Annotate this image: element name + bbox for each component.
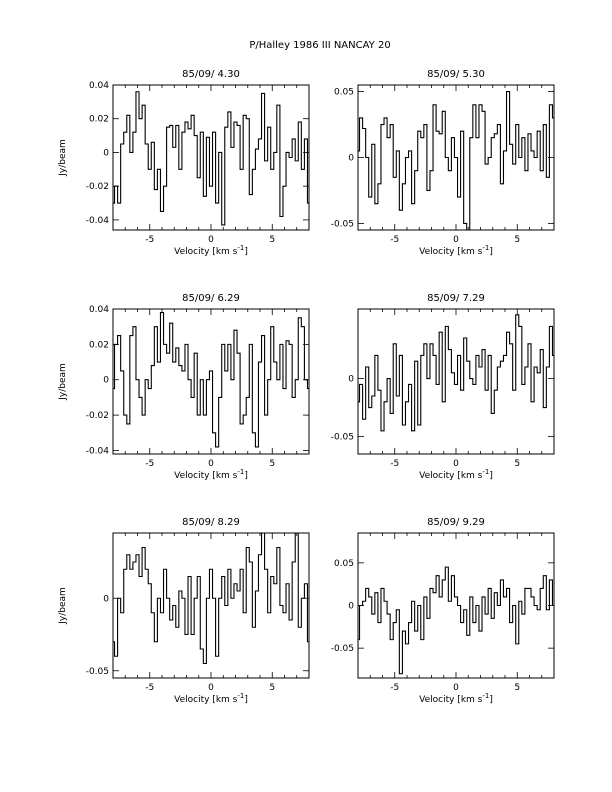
y-tick-label: 0 bbox=[103, 594, 109, 604]
x-tick-label: 0 bbox=[208, 459, 214, 469]
x-tick-label: -5 bbox=[145, 235, 154, 245]
spectrum-line bbox=[358, 314, 554, 432]
x-axis-label-text: Velocity [km s bbox=[419, 247, 483, 257]
spectrum-line bbox=[358, 91, 554, 231]
x-axis-label-exponent: -1 bbox=[482, 468, 489, 476]
x-axis-label-text: Velocity [km s bbox=[419, 471, 483, 481]
x-axis-label-close: ] bbox=[489, 247, 493, 257]
y-tick-label: 0.02 bbox=[89, 340, 109, 350]
x-tick-label: 5 bbox=[269, 683, 275, 693]
y-tick-label: 0.02 bbox=[89, 115, 109, 125]
y-tick-label: 0 bbox=[348, 154, 354, 164]
spectrum-line bbox=[113, 311, 309, 448]
x-axis-label: Velocity [km s-1] bbox=[174, 468, 248, 481]
spectrum-panel: 85/09/ 6.29 -5 0 5 -0.04 -0.02 0 0.02 0.04 Veloci… bbox=[58, 293, 310, 481]
y-tick-label: 0 bbox=[103, 148, 109, 158]
y-tick-label: -0.05 bbox=[331, 433, 354, 443]
spectrum-line bbox=[113, 532, 309, 665]
y-axis-label: Jy/beam bbox=[58, 363, 68, 401]
x-tick-label: 0 bbox=[453, 235, 459, 245]
spectrum-panel: 85/09/ 9.29 -5 0 5 -0.05 0 0.05 Velocity [km s-… bbox=[331, 517, 555, 705]
spectrum-panel: 85/09/ 4.30 -5 0 5 -0.04 -0.02 0 0.02 0.04 Veloci… bbox=[58, 69, 310, 257]
spectrum-line bbox=[358, 566, 554, 675]
y-tick-label: -0.05 bbox=[331, 219, 354, 229]
panel-title: 85/09/ 4.30 bbox=[182, 69, 240, 80]
x-axis-label-text: Velocity [km s bbox=[174, 247, 238, 257]
y-tick-label: -0.05 bbox=[331, 644, 354, 654]
y-tick-label: 0 bbox=[348, 375, 354, 385]
y-tick-label: -0.02 bbox=[86, 182, 109, 192]
x-tick-label: 5 bbox=[514, 235, 520, 245]
x-axis-label-close: ] bbox=[244, 695, 248, 705]
x-tick-label: -5 bbox=[390, 235, 399, 245]
panel-title: 85/09/ 8.29 bbox=[182, 517, 240, 528]
x-tick-label: -5 bbox=[390, 683, 399, 693]
y-tick-label: 0 bbox=[348, 602, 354, 612]
figure-title: P/Halley 1986 III NANCAY 20 bbox=[249, 40, 390, 51]
x-tick-label: 0 bbox=[453, 683, 459, 693]
x-axis-label-close: ] bbox=[489, 695, 493, 705]
x-axis-label-exponent: -1 bbox=[482, 692, 489, 700]
panel-title: 85/09/ 6.29 bbox=[182, 293, 240, 304]
spectrum-line bbox=[113, 91, 309, 226]
x-axis-label-exponent: -1 bbox=[482, 244, 489, 252]
plot-frame bbox=[112, 308, 310, 455]
panel-title: 85/09/ 9.29 bbox=[427, 517, 485, 528]
y-tick-label: 0.05 bbox=[334, 88, 354, 98]
x-axis-label: Velocity [km s-1] bbox=[419, 692, 493, 705]
x-tick-label: 5 bbox=[514, 683, 520, 693]
x-axis-label-exponent: -1 bbox=[237, 468, 244, 476]
x-tick-label: 0 bbox=[208, 235, 214, 245]
x-tick-label: 0 bbox=[453, 459, 459, 469]
y-tick-label: -0.04 bbox=[86, 216, 110, 226]
x-axis-label-text: Velocity [km s bbox=[174, 695, 238, 705]
y-tick-label: -0.04 bbox=[86, 446, 110, 456]
y-tick-label: 0.04 bbox=[89, 305, 109, 315]
y-tick-label: 0.05 bbox=[334, 559, 354, 569]
x-axis-label-text: Velocity [km s bbox=[419, 695, 483, 705]
y-tick-label: 0 bbox=[103, 376, 109, 386]
panel-title: 85/09/ 7.29 bbox=[427, 293, 485, 304]
y-axis-label: Jy/beam bbox=[58, 587, 68, 625]
x-axis-label: Velocity [km s-1] bbox=[174, 244, 248, 257]
x-axis-label: Velocity [km s-1] bbox=[419, 244, 493, 257]
x-tick-label: -5 bbox=[145, 683, 154, 693]
panel-title: 85/09/ 5.30 bbox=[427, 69, 485, 80]
panel-grid: 85/09/ 4.30 -5 0 5 -0.04 -0.02 0 0.02 0.04 Veloci… bbox=[58, 69, 555, 705]
x-axis-label-exponent: -1 bbox=[237, 244, 244, 252]
x-axis-label-close: ] bbox=[244, 471, 248, 481]
x-axis-label-close: ] bbox=[489, 471, 493, 481]
x-axis-label: Velocity [km s-1] bbox=[419, 468, 493, 481]
x-tick-label: -5 bbox=[145, 459, 154, 469]
x-axis-label: Velocity [km s-1] bbox=[174, 692, 248, 705]
x-axis-label-text: Velocity [km s bbox=[174, 471, 238, 481]
x-tick-label: 0 bbox=[208, 683, 214, 693]
spectrum-panel: 85/09/ 5.30 -5 0 5 -0.05 0 0.05 Velocity [km s-… bbox=[331, 69, 555, 257]
y-tick-label: -0.05 bbox=[86, 667, 109, 677]
y-tick-label: -0.02 bbox=[86, 411, 109, 421]
x-tick-label: 5 bbox=[514, 459, 520, 469]
y-tick-label: 0.04 bbox=[89, 81, 109, 91]
x-tick-label: -5 bbox=[390, 459, 399, 469]
x-tick-label: 5 bbox=[269, 459, 275, 469]
x-axis-label-exponent: -1 bbox=[237, 692, 244, 700]
x-tick-label: 5 bbox=[269, 235, 275, 245]
x-axis-label-close: ] bbox=[244, 247, 248, 257]
y-axis-label: Jy/beam bbox=[58, 139, 68, 177]
